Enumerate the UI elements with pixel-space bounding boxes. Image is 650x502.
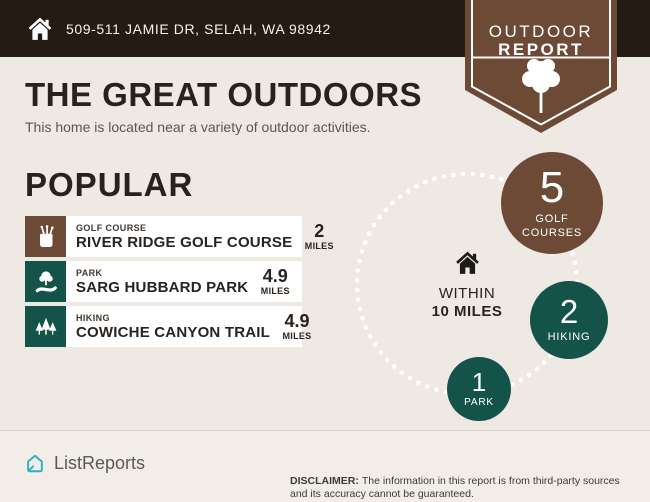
disclaimer-text: The information in this report is from t… <box>290 474 620 501</box>
item-distance: 4.9 MILES <box>248 261 306 302</box>
list-item-text: GOLF COURSE RIVER RIDGE GOLF COURSE <box>66 216 292 257</box>
bubble-golf-courses: 5 GOLF COURSES <box>501 152 603 254</box>
disclaimer-label: DISCLAIMER: <box>290 474 359 487</box>
item-distance: 4.9 MILES <box>270 306 328 347</box>
distance-unit: MILES <box>260 286 290 296</box>
home-icon <box>28 17 52 40</box>
distance-unit: MILES <box>282 331 312 341</box>
list-item-hiking: HIKING COWICHE CANYON TRAIL 4.9 MILES <box>25 306 311 347</box>
item-category: HIKING <box>76 312 110 323</box>
brand-name: ListReports <box>54 452 146 473</box>
item-name: SARG HUBBARD PARK <box>76 278 249 296</box>
list-item-text: HIKING COWICHE CANYON TRAIL <box>66 306 270 347</box>
golf-bag-icon <box>25 216 66 257</box>
distance-value: 4.9 <box>284 311 310 331</box>
list-item-golf-course: GOLF COURSE RIVER RIDGE GOLF COURSE 2 MI… <box>25 216 333 257</box>
badge-title-line2: REPORT <box>498 40 584 59</box>
distance-value: 4.9 <box>262 266 288 286</box>
popular-list: GOLF COURSE RIVER RIDGE GOLF COURSE 2 MI… <box>25 216 333 351</box>
bubble-label: GOLF COURSES <box>522 212 582 239</box>
item-category: GOLF COURSE <box>76 222 147 233</box>
park-tree-icon <box>25 261 66 302</box>
footer: ListReports DISCLAIMER: The information i… <box>0 430 650 502</box>
distance-unit: MILES <box>304 241 334 251</box>
within-label: WITHIN <box>438 285 496 302</box>
bubble-label: PARK <box>464 396 494 408</box>
item-name: RIVER RIDGE GOLF COURSE <box>76 233 293 251</box>
home-icon-dark <box>455 251 479 274</box>
disclaimer: DISCLAIMER: The information in this repor… <box>290 475 630 502</box>
ribbon-shape <box>465 0 617 133</box>
bubble-label: HIKING <box>547 331 591 344</box>
item-distance: 2 MILES <box>292 216 350 257</box>
item-category: PARK <box>76 267 103 278</box>
listreports-house-icon <box>27 454 43 473</box>
tree-icon <box>522 59 560 113</box>
bubble-count: 1 <box>471 366 487 397</box>
bubble-park: 1 PARK <box>447 357 511 421</box>
list-item-text: PARK SARG HUBBARD PARK <box>66 261 248 302</box>
page-title: THE GREAT OUTDOORS <box>25 76 423 113</box>
popular-heading: POPULAR <box>25 166 194 203</box>
distance-value: 2 <box>314 221 325 241</box>
outdoor-report-badge: OUTDOOR REPORT <box>465 0 617 133</box>
bubble-count: 2 <box>559 293 579 331</box>
list-item-park: PARK SARG HUBBARD PARK 4.9 MILES <box>25 261 302 302</box>
page-subtitle: This home is located near a variety of o… <box>25 119 371 135</box>
listreports-logo: ListReports <box>24 451 145 475</box>
bubble-count: 5 <box>539 162 565 212</box>
item-name: COWICHE CANYON TRAIL <box>76 323 270 341</box>
radius-center: WITHIN 10 MILES <box>407 250 527 320</box>
badge-title-line1: OUTDOOR <box>488 22 594 41</box>
bubble-hiking: 2 HIKING <box>530 281 608 359</box>
pine-trees-icon <box>25 306 66 347</box>
property-address: 509-511 JAMIE DR, SELAH, WA 98942 <box>66 20 331 37</box>
radius-label: 10 MILES <box>431 303 503 320</box>
